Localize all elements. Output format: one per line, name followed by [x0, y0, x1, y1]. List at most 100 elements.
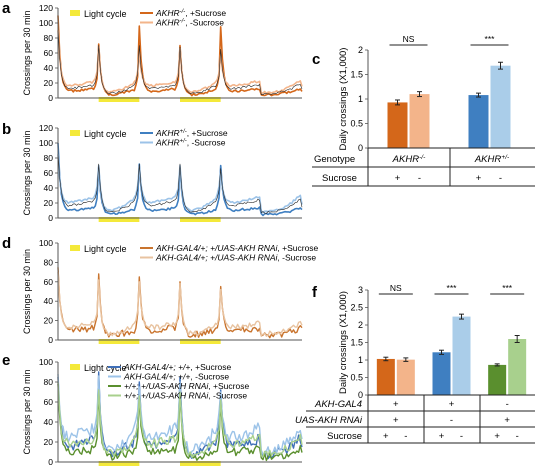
row-sign: -: [506, 399, 509, 410]
y-axis-label: Daily crossings (X1,000): [338, 291, 349, 394]
y-tick-label: 80: [44, 377, 54, 387]
row-sign: -: [450, 415, 453, 426]
y-tick-label: 0.5: [350, 373, 363, 383]
y-tick-label: 0: [48, 335, 53, 345]
panel-d-line-chart: 0 20 40 60 80 100 Crossings per 30 min Light cy…: [22, 238, 319, 345]
genotype-label: Genotype: [314, 154, 355, 165]
y-axis-label: Crossings per 30 min: [22, 130, 32, 215]
y-tick-label: 2: [358, 45, 363, 55]
legend-label: AKHR-/-, +Sucrose: [155, 8, 226, 18]
y-axis-label: Crossings per 30 min: [22, 10, 32, 95]
y-tick-label: 20: [44, 437, 54, 447]
light-period-bar: [98, 461, 140, 466]
sucrose-label: Sucrose: [322, 173, 357, 184]
light-cycle-legend-swatch: [70, 245, 80, 251]
series-line: [57, 272, 303, 337]
sucrose-sign: -: [516, 431, 519, 442]
light-cycle-legend-swatch: [70, 10, 80, 16]
significance-label: ***: [447, 283, 458, 293]
series-line: [57, 150, 303, 214]
series-line: [57, 142, 303, 217]
y-tick-label: 120: [39, 3, 53, 13]
legend-label: +/+; +/UAS-AKH RNAi, +Sucrose: [124, 381, 249, 391]
y-tick-label: 100: [39, 18, 53, 28]
bar: [488, 364, 507, 395]
panel-b-line-chart: 0 20 40 60 80 100 120 Crossings per 30 min Light…: [22, 123, 303, 223]
y-axis-label: Daily crossings (X1,000): [338, 48, 349, 151]
y-tick-label: 0.5: [350, 119, 363, 129]
light-period-bar: [180, 217, 221, 222]
y-tick-label: 40: [44, 183, 54, 193]
series-line: [57, 30, 303, 95]
sucrose-sign: +: [395, 173, 401, 184]
bar: [396, 359, 415, 395]
y-tick-label: 0: [358, 143, 363, 153]
panel-a-line-chart: 0 20 40 60 80 100 120 Crossings per 30 min Light…: [22, 3, 303, 103]
sucrose-sign: +: [476, 173, 482, 184]
y-axis-label: Crossings per 30 min: [22, 249, 32, 334]
light-period-bar: [180, 97, 221, 102]
y-tick-label: 100: [39, 238, 53, 248]
panel-letter-b: b: [2, 121, 11, 138]
panel-e-line-chart: 0 20 40 60 80 100 Crossings per 30 min Light cy…: [22, 357, 303, 467]
legend-label: AKH-GAL4/+; +/+, -Sucrose: [123, 372, 229, 382]
sucrose-label: Sucrose: [327, 431, 362, 442]
significance-label: ***: [502, 283, 513, 293]
light-cycle-legend-swatch: [70, 130, 80, 136]
row-sign: +: [393, 415, 399, 426]
y-tick-label: 20: [44, 78, 54, 88]
panel-c-bar-chart: 0 0.5 1 1.5 2 Daily crossings (X1,000) NS *** Ge…: [312, 34, 535, 187]
legend-label: AKHR+/-, -Sucrose: [155, 138, 226, 148]
sucrose-sign: -: [418, 173, 421, 184]
sucrose-sign: +: [383, 431, 389, 442]
y-tick-label: 0: [48, 457, 53, 467]
bar: [508, 339, 527, 395]
panel-letter-f: f: [312, 284, 318, 301]
y-tick-label: 1.5: [350, 338, 363, 348]
light-period-bar: [180, 461, 221, 466]
light-cycle-legend-label: Light cycle: [84, 129, 127, 139]
row-sign: +: [504, 415, 510, 426]
light-cycle-legend-label: Light cycle: [84, 363, 127, 373]
panel-letter-d: d: [2, 235, 11, 252]
row-label: AKH-GAL4: [314, 399, 362, 410]
bar: [468, 95, 489, 148]
bar: [490, 65, 511, 148]
y-tick-label: 40: [44, 63, 54, 73]
bar: [432, 352, 451, 395]
y-tick-label: 60: [44, 168, 54, 178]
y-tick-label: 3: [358, 285, 363, 295]
y-tick-label: 40: [44, 296, 54, 306]
y-tick-label: 60: [44, 277, 54, 287]
y-tick-label: 0: [48, 213, 53, 223]
y-tick-label: 0: [48, 93, 53, 103]
genotype-value: AKHR+/-: [474, 154, 510, 166]
row-label: UAS-AKH RNAi: [295, 415, 363, 426]
y-tick-label: 60: [44, 48, 54, 58]
light-period-bar: [98, 339, 140, 344]
y-axis-label: Crossings per 30 min: [22, 369, 32, 454]
bar: [387, 102, 408, 148]
panel-letter-e: e: [2, 352, 10, 369]
y-tick-label: 2: [358, 320, 363, 330]
y-tick-label: 100: [39, 357, 53, 367]
legend-label: AKH-GAL4/+; +/UAS-AKH RNAi, -Sucrose: [155, 253, 316, 263]
y-tick-label: 20: [44, 198, 54, 208]
series-line: [57, 267, 303, 339]
row-sign: +: [393, 399, 399, 410]
sucrose-sign: -: [499, 173, 502, 184]
y-tick-label: 1: [358, 355, 363, 365]
significance-label: ***: [485, 34, 496, 44]
y-tick-label: 40: [44, 417, 54, 427]
light-cycle-legend-swatch: [70, 364, 80, 370]
panel-letter-c: c: [312, 51, 320, 68]
y-tick-label: 60: [44, 397, 54, 407]
bar: [452, 316, 471, 395]
light-period-bar: [180, 339, 221, 344]
legend-label: AKH-GAL4/+; +/UAS-AKH RNAi, +Sucrose: [155, 243, 319, 253]
y-tick-label: 0: [358, 390, 363, 400]
y-tick-label: 80: [44, 257, 54, 267]
sucrose-sign: -: [404, 431, 407, 442]
legend-label: AKH-GAL4/+; +/+, +Sucrose: [123, 362, 232, 372]
